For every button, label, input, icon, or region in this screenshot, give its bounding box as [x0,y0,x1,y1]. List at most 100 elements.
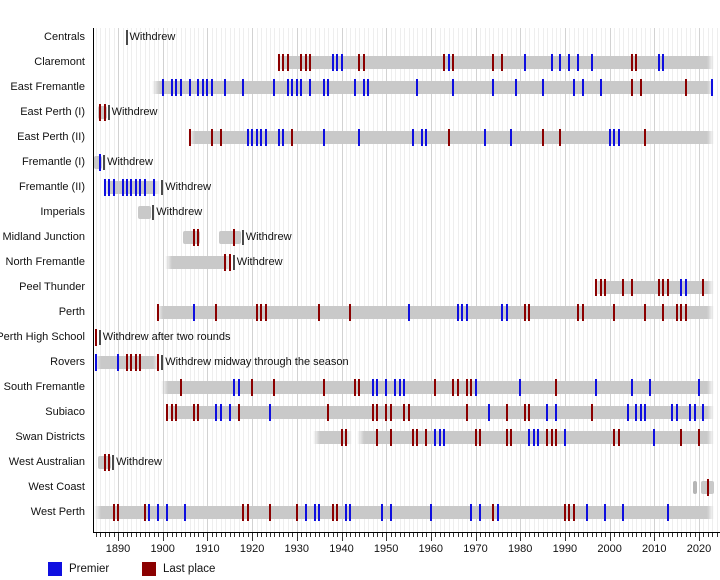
gridline [314,28,316,532]
axis-tick [301,533,303,537]
last-place-mark [389,403,392,421]
premier-mark [166,503,169,521]
last-place-mark [546,428,548,446]
gridline [126,28,128,532]
gridline [466,28,468,532]
last-place-mark [210,128,213,146]
premier-mark [581,78,584,96]
team-bar [165,255,232,269]
premier-mark [483,128,486,146]
premier-mark [496,503,499,521]
team-label: Imperials [40,206,85,218]
last-place-mark [657,278,660,296]
axis-tick [323,533,325,537]
axis-tick [649,533,651,537]
premier-mark [438,428,441,446]
gridline [198,28,200,532]
gridline [556,28,557,532]
premier-mark [273,78,276,96]
premier-mark [698,378,700,396]
last-place-mark [94,328,97,346]
axis-tick [171,533,173,537]
axis-tick [430,533,432,541]
last-place-mark [219,128,222,146]
premier-mark [344,503,347,521]
axis-tick [158,533,160,537]
team-bar [98,105,107,119]
premier-mark [595,378,598,396]
axis-tick [319,533,321,537]
gridline [118,28,119,532]
team-bar [183,230,201,244]
gridline [296,28,298,532]
axis-tick [690,533,691,537]
gridline [194,28,195,532]
team-bar [187,130,715,144]
premier-mark [143,178,146,196]
gridline [395,28,397,532]
gridline [350,28,352,532]
premier-mark [394,378,397,396]
axis-tick [515,533,517,537]
bar-end-cap [98,329,101,345]
axis-tick [278,533,280,537]
gridline [135,28,137,532]
last-place-mark [577,303,580,321]
gridline [676,28,678,532]
premier-mark [550,53,553,71]
premier-mark [416,78,419,96]
premier-mark [277,128,280,146]
last-place-mark [523,303,526,321]
gridline [453,28,455,532]
premier-mark [251,128,254,146]
tick-label: 1890 [105,543,131,555]
axis-tick [229,533,231,537]
gridline [480,28,481,532]
axis-tick [636,533,638,537]
withdrew-note: Withdrew [156,206,203,218]
axis-tick [167,533,169,537]
premier-mark [121,178,124,196]
premier-mark [474,378,477,396]
premier-mark [608,128,611,146]
last-place-mark [581,303,584,321]
gridline [247,28,249,532]
team-label: East Perth (I) [20,106,85,118]
gridline [636,28,638,532]
axis-tick [225,533,227,537]
axis-tick [104,533,106,537]
premier-mark [702,403,705,421]
team-bar [93,155,103,169]
bar-end-cap [125,29,128,45]
last-place-mark [143,503,146,521]
last-place-mark [635,53,638,71]
axis-tick [484,533,486,537]
premier-mark [425,128,428,146]
gridline [162,28,164,532]
premier-mark [555,403,557,421]
last-place-mark [644,128,647,146]
premier-mark [648,378,651,396]
premier-mark [215,403,218,421]
premier-mark [613,128,616,146]
gridline [274,28,276,532]
axis-tick [676,533,678,537]
premier-mark [487,403,490,421]
axis-tick [144,533,146,537]
axis-tick [435,533,437,537]
last-place-mark [376,403,379,421]
premier-mark [568,53,571,71]
premier-mark [630,378,633,396]
withdrew-note: Withdrew [111,106,158,118]
axis-tick [377,533,379,537]
axis-tick [462,533,464,537]
gridline [511,28,513,532]
axis-tick [109,533,111,537]
last-place-mark [555,428,557,446]
last-place-mark [680,428,683,446]
tick-label: 1910 [195,543,220,555]
gridline [471,28,473,532]
premier-mark [635,403,638,421]
gridline [435,28,437,532]
last-place-mark [698,428,700,446]
